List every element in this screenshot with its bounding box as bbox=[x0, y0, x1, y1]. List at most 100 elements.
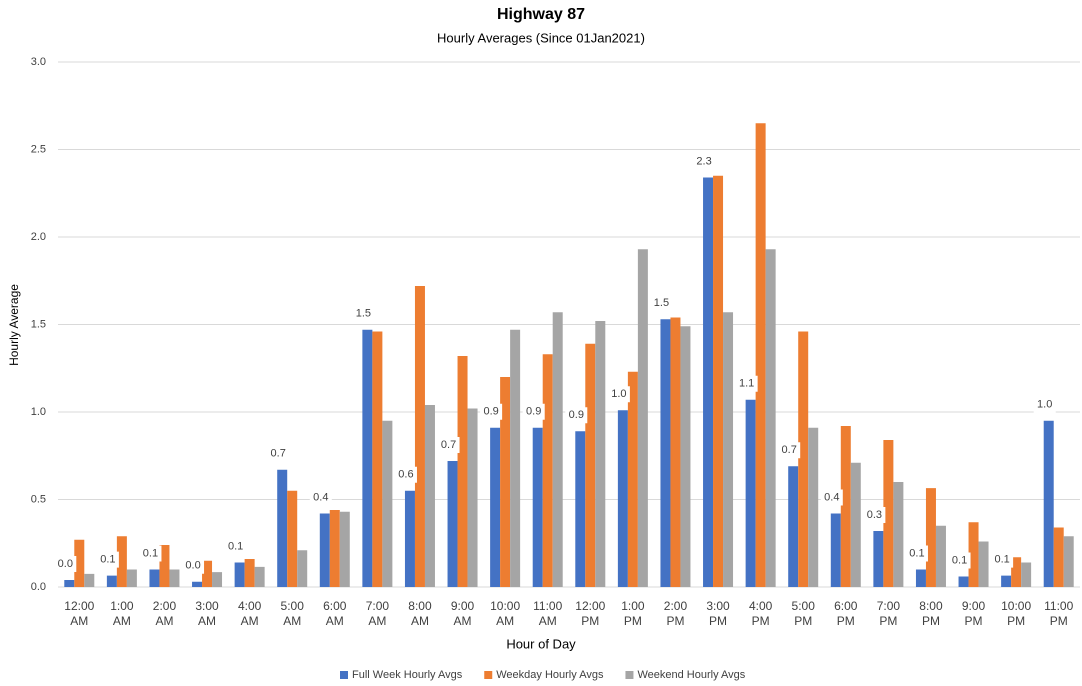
x-tick-label: 10:00 PM bbox=[1001, 599, 1032, 628]
bar bbox=[958, 576, 969, 587]
x-tick-label: 1:00 PM bbox=[621, 599, 645, 628]
bar bbox=[893, 482, 904, 587]
bar bbox=[467, 408, 478, 587]
bar bbox=[74, 539, 85, 587]
data-label: 0.1 bbox=[143, 547, 158, 559]
data-label: 0.9 bbox=[569, 409, 584, 421]
bar bbox=[404, 490, 415, 587]
bar bbox=[424, 405, 435, 587]
data-label: 0.1 bbox=[952, 554, 967, 566]
bar bbox=[234, 562, 245, 587]
y-tick-label: 2.0 bbox=[31, 231, 46, 243]
data-label-box bbox=[991, 551, 1014, 568]
bar bbox=[745, 399, 756, 587]
bar bbox=[414, 286, 425, 587]
bar bbox=[840, 426, 851, 587]
bar bbox=[830, 513, 841, 587]
bar bbox=[297, 550, 308, 587]
data-label-box bbox=[778, 442, 801, 459]
bar bbox=[490, 427, 501, 587]
bar bbox=[1053, 527, 1064, 587]
data-label: 0.7 bbox=[271, 448, 286, 460]
bar bbox=[84, 573, 95, 587]
legend-label: Weekday Hourly Avgs bbox=[496, 669, 604, 681]
data-label: 0.0 bbox=[185, 560, 200, 572]
bar bbox=[116, 536, 127, 587]
data-label-box bbox=[607, 386, 630, 403]
bar bbox=[873, 531, 884, 587]
data-label-box bbox=[309, 489, 332, 506]
data-label-box bbox=[352, 305, 375, 322]
data-label-box bbox=[480, 403, 503, 420]
x-tick-label: 6:00 PM bbox=[834, 599, 858, 628]
bar bbox=[978, 541, 989, 587]
bar bbox=[254, 566, 265, 587]
data-label-box bbox=[437, 437, 460, 453]
x-tick-label: 11:00 PM bbox=[1044, 599, 1074, 628]
x-tick-label: 3:00 AM bbox=[195, 599, 219, 628]
data-label: 0.0 bbox=[58, 558, 73, 570]
x-axis-label: Hour of Day bbox=[506, 636, 576, 651]
bar bbox=[339, 511, 350, 587]
data-label-box bbox=[224, 538, 247, 555]
bar bbox=[510, 329, 521, 587]
data-label-box bbox=[820, 489, 843, 506]
bar bbox=[287, 490, 298, 587]
bar bbox=[372, 331, 383, 587]
data-label: 0.4 bbox=[313, 491, 328, 503]
data-label-box bbox=[139, 545, 162, 562]
bar bbox=[64, 580, 75, 587]
data-label: 0.9 bbox=[526, 406, 541, 418]
data-label-box bbox=[267, 445, 290, 462]
bar bbox=[755, 123, 766, 587]
bar bbox=[595, 321, 606, 587]
bar bbox=[1021, 562, 1032, 587]
bar bbox=[106, 575, 117, 587]
x-tick-label: 12:00 PM bbox=[575, 599, 606, 628]
bar bbox=[617, 410, 628, 587]
bar bbox=[1043, 420, 1054, 587]
data-label: 0.1 bbox=[228, 540, 243, 552]
y-tick-label: 1.5 bbox=[31, 318, 46, 330]
legend-swatch bbox=[625, 671, 634, 679]
data-label: 1.1 bbox=[739, 378, 754, 390]
y-tick-label: 3.0 bbox=[31, 56, 46, 68]
data-label-box bbox=[394, 466, 417, 483]
bar bbox=[149, 569, 160, 587]
bar bbox=[637, 249, 648, 587]
bar bbox=[680, 326, 691, 587]
bar bbox=[915, 569, 926, 587]
bar bbox=[500, 377, 511, 587]
bar bbox=[192, 581, 203, 587]
data-label-box bbox=[693, 153, 716, 170]
bar bbox=[765, 249, 776, 587]
chart-subtitle: Hourly Averages (Since 01Jan2021) bbox=[437, 30, 645, 45]
data-label: 1.0 bbox=[611, 388, 626, 400]
bar bbox=[277, 469, 288, 587]
bar bbox=[660, 319, 671, 587]
data-label-box bbox=[54, 556, 77, 572]
bar bbox=[925, 488, 936, 587]
bar bbox=[713, 175, 724, 587]
x-tick-label: 12:00 AM bbox=[64, 599, 95, 628]
data-label-box bbox=[650, 295, 673, 312]
legend-label: Weekend Hourly Avgs bbox=[637, 669, 745, 681]
x-tick-label: 4:00 PM bbox=[748, 599, 773, 628]
bar bbox=[202, 560, 213, 587]
x-tick-label: 4:00 AM bbox=[237, 599, 262, 628]
data-label-box bbox=[948, 552, 971, 569]
bar bbox=[319, 513, 330, 587]
x-tick-label: 3:00 PM bbox=[706, 599, 730, 628]
x-tick-label: 8:00 AM bbox=[408, 599, 432, 628]
bar bbox=[585, 343, 596, 587]
data-label-box bbox=[905, 545, 928, 562]
x-tick-label: 9:00 AM bbox=[450, 599, 475, 628]
bar bbox=[126, 569, 137, 587]
data-label-box bbox=[1033, 396, 1056, 413]
bar bbox=[169, 569, 180, 587]
data-label-box bbox=[522, 403, 545, 420]
bar bbox=[532, 427, 543, 587]
y-tick-label: 0.5 bbox=[31, 493, 46, 505]
bar bbox=[244, 559, 255, 587]
